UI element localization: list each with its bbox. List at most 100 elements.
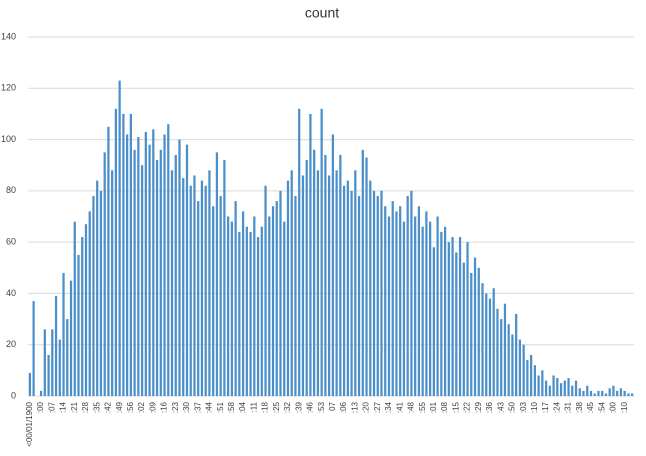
y-tick-label: 0: [11, 390, 16, 400]
y-tick-label: 60: [6, 237, 16, 247]
bar: [440, 231, 443, 396]
bar: [77, 254, 80, 396]
x-tick-label: :06: [339, 401, 348, 413]
x-tick-label: :10: [530, 401, 539, 413]
bar: [346, 180, 349, 396]
bar: [129, 113, 132, 396]
x-tick-label: :38: [575, 401, 584, 413]
bar: [458, 237, 462, 396]
bar: [208, 170, 211, 396]
bar: [481, 283, 484, 396]
x-tick-label: :00: [36, 401, 45, 413]
bar: [212, 206, 215, 396]
bar: [197, 201, 200, 396]
bar: [99, 190, 103, 396]
bar: [73, 221, 76, 396]
bar: [395, 211, 398, 396]
bar: [294, 195, 297, 396]
bar: [342, 185, 346, 396]
bar: [264, 185, 267, 396]
bar: [429, 221, 432, 396]
x-tick-label: :22: [463, 401, 472, 413]
bar: [526, 360, 529, 396]
x-tick-label: :50: [508, 401, 517, 413]
bar: [627, 393, 630, 396]
bar: [268, 216, 271, 396]
bar: [66, 319, 69, 396]
bar: [563, 380, 566, 396]
x-tick-label: :17: [541, 401, 550, 413]
bar: [399, 206, 402, 396]
bar: [604, 393, 608, 396]
bar: [485, 293, 488, 396]
x-tick-label: :24: [552, 401, 561, 413]
bar: [500, 319, 503, 396]
bar: [114, 108, 118, 397]
x-tick-label: :13: [350, 401, 359, 413]
y-tick-label: 80: [6, 185, 16, 195]
bar: [406, 195, 409, 396]
bar: [245, 226, 248, 396]
y-tick-label: 140: [1, 31, 16, 41]
x-tick-label: <00/01/1900: [25, 401, 34, 446]
bar: [54, 295, 58, 396]
bar: [253, 216, 256, 396]
x-tick-label: :43: [496, 401, 505, 413]
bar: [163, 134, 166, 396]
bar: [84, 224, 88, 396]
bar: [283, 221, 286, 396]
bar: [185, 144, 189, 396]
bar: [320, 108, 323, 397]
bar: [126, 134, 129, 396]
bar: [559, 383, 563, 396]
bar: [305, 160, 308, 396]
bar: [301, 175, 305, 396]
x-tick-label: :56: [126, 401, 135, 413]
bar: [193, 175, 196, 396]
bar: [32, 301, 35, 396]
bar: [223, 160, 226, 396]
bar: [122, 113, 125, 396]
x-tick-label: 07: [328, 401, 337, 410]
x-tick-label: :11: [249, 401, 258, 412]
bar: [47, 354, 50, 396]
x-tick-label: :58: [227, 401, 236, 413]
x-tick-label: :25: [272, 401, 281, 413]
bar: [316, 170, 320, 396]
bar: [451, 237, 454, 396]
bar: [241, 211, 245, 396]
bar: [339, 154, 342, 396]
bar: [238, 231, 241, 396]
chart-title: count: [305, 5, 339, 21]
bar: [477, 267, 480, 396]
bar: [290, 170, 293, 396]
bar: [167, 124, 170, 396]
bar: [522, 344, 525, 396]
bar: [365, 157, 368, 396]
bar: [518, 339, 522, 396]
bar: [417, 206, 421, 396]
bar: [182, 178, 185, 396]
bar: [608, 388, 611, 396]
bar: [357, 195, 361, 396]
x-tick-label: :10: [620, 401, 629, 413]
bar: [376, 195, 379, 396]
x-tick-label: :00: [609, 401, 618, 413]
bar: [204, 185, 207, 396]
bar: [410, 190, 413, 396]
y-tick-label: 40: [6, 288, 16, 298]
bar: [425, 211, 428, 396]
bar: [548, 385, 551, 396]
bar: [170, 170, 174, 396]
x-tick-label: :30: [182, 401, 191, 413]
bar: [58, 339, 61, 396]
bar: [567, 378, 570, 396]
x-tick-label: :35: [92, 401, 101, 413]
x-tick-label: :21: [70, 401, 79, 413]
bar: [470, 272, 473, 396]
bar: [578, 388, 581, 396]
bar: [275, 201, 278, 396]
bar: [537, 375, 540, 396]
bar: [593, 393, 596, 396]
bar: [387, 216, 391, 396]
